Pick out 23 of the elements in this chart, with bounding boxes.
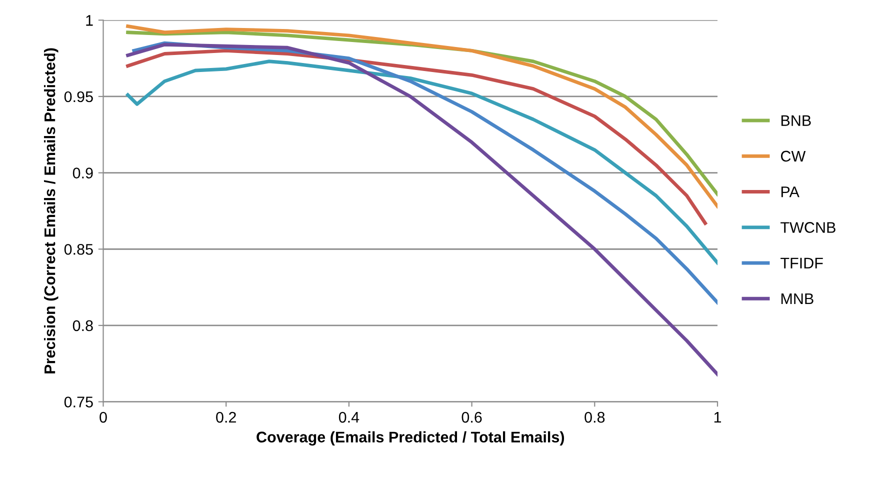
legend-label: TFIDF <box>780 258 823 268</box>
x-tick-label: 0 <box>100 412 107 423</box>
legend-label: TWCNB <box>780 222 836 233</box>
x-axis-title: Coverage (Emails Predicted / Total Emails) <box>256 431 564 446</box>
x-tick-label: 1 <box>714 412 722 423</box>
y-tick-label: 0.95 <box>64 91 93 102</box>
x-tick-label: 0.8 <box>584 412 605 423</box>
x-tick-label: 0.6 <box>462 412 482 423</box>
y-tick-label: 0.9 <box>72 168 93 178</box>
line-series <box>126 60 718 265</box>
x-tick-label: 0.2 <box>216 412 236 423</box>
legend-label: BNB <box>781 115 811 126</box>
y-tick-label: 0.75 <box>64 396 93 408</box>
legend-label: MNB <box>781 293 814 304</box>
line-series <box>126 48 707 225</box>
x-tick-label: 0.4 <box>338 412 360 423</box>
y-tick-label: 0.85 <box>64 244 93 255</box>
y-axis-title: Precision (Correct Emails / Emails Predicted) <box>44 48 58 374</box>
y-tick-label: 1 <box>86 15 93 26</box>
y-tick-label: 0.8 <box>72 320 93 332</box>
line-series <box>126 42 718 376</box>
legend-label: PA <box>781 186 800 198</box>
legend-label: CW <box>780 150 806 162</box>
